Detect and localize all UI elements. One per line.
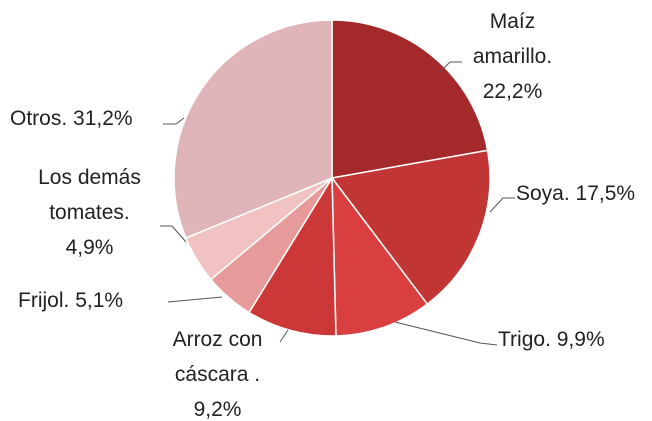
label: Los demás tomates. 4,9% bbox=[22, 160, 157, 265]
value-label: 17,5% bbox=[575, 182, 636, 205]
pie-slice bbox=[330, 149, 491, 306]
leader-line bbox=[167, 296, 223, 303]
label: Soya. 17,5% bbox=[516, 176, 635, 211]
value-label: 31,2% bbox=[73, 107, 133, 130]
value-label: 9,9% bbox=[556, 328, 605, 351]
value-label: 9,2% bbox=[193, 398, 242, 421]
leader-line bbox=[394, 321, 498, 346]
category-label: Frijol. bbox=[18, 289, 70, 312]
label: Frijol. 5,1% bbox=[18, 283, 123, 318]
category-label: Los demás tomates. bbox=[38, 166, 141, 224]
category-label: Arroz con cáscara . bbox=[172, 328, 263, 386]
label: Trigo. 9,9% bbox=[498, 322, 605, 357]
leader-line bbox=[160, 225, 187, 243]
category-label: Soya. bbox=[516, 182, 570, 205]
leader-line bbox=[489, 197, 515, 213]
label: Maíz amarillo. 22,2% bbox=[455, 4, 570, 109]
leader-line bbox=[163, 117, 185, 125]
category-label: Otros. bbox=[10, 107, 68, 130]
value-label: 5,1% bbox=[75, 289, 124, 312]
slices bbox=[173, 19, 491, 337]
pie-slice bbox=[173, 19, 333, 239]
category-label: Trigo. bbox=[498, 328, 551, 351]
pie-slice bbox=[331, 19, 489, 179]
value-label: 4,9% bbox=[65, 236, 114, 259]
leader-line bbox=[279, 329, 289, 343]
label: Arroz con cáscara . 9,2% bbox=[150, 322, 285, 421]
label: Otros. 31,2% bbox=[10, 101, 133, 136]
value-label: 22,2% bbox=[482, 80, 543, 103]
category-label: Maíz amarillo. bbox=[472, 10, 553, 68]
pie-slice bbox=[247, 175, 337, 337]
pie-slice bbox=[331, 175, 429, 337]
leader-lines bbox=[160, 61, 515, 346]
leader-line bbox=[439, 61, 462, 73]
